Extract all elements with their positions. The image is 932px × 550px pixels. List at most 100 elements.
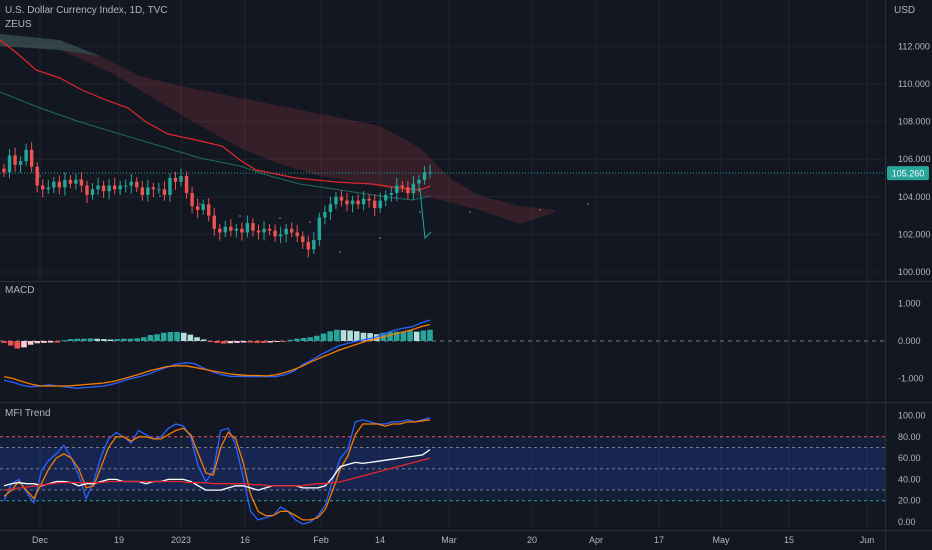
- macd-histogram-bar[interactable]: [134, 338, 140, 341]
- candle[interactable]: [384, 194, 388, 201]
- macd-histogram-bar[interactable]: [47, 341, 54, 343]
- macd-histogram-bar[interactable]: [7, 341, 14, 346]
- macd-histogram-bar[interactable]: [294, 338, 300, 341]
- candle[interactable]: [256, 230, 261, 233]
- mfi-slow-line[interactable]: [3, 419, 431, 521]
- macd-histogram-bar[interactable]: [427, 329, 433, 341]
- price-candles[interactable]: [2, 142, 432, 258]
- macd-histogram-bar[interactable]: [373, 334, 380, 341]
- macd-histogram-bar[interactable]: [147, 335, 154, 341]
- candle[interactable]: [162, 189, 167, 195]
- candle[interactable]: [395, 185, 399, 194]
- indicator-label-zeus[interactable]: ZEUS: [5, 19, 32, 30]
- macd-histogram-bar[interactable]: [101, 339, 107, 341]
- mfi-line[interactable]: [3, 449, 431, 491]
- macd-histogram-bar[interactable]: [74, 338, 81, 341]
- candle[interactable]: [29, 149, 34, 167]
- candle[interactable]: [140, 187, 145, 195]
- candle[interactable]: [146, 187, 150, 195]
- candle[interactable]: [218, 228, 222, 233]
- candle[interactable]: [79, 179, 84, 186]
- candle[interactable]: [151, 187, 156, 190]
- candle[interactable]: [278, 234, 283, 237]
- macd-histogram-bar[interactable]: [140, 337, 147, 341]
- macd-histogram-bar[interactable]: [247, 341, 254, 343]
- macd-histogram-bar[interactable]: [160, 332, 167, 341]
- macd-histogram-bar[interactable]: [274, 341, 280, 342]
- macd-histogram-bar[interactable]: [320, 333, 327, 342]
- macd-histogram-bar[interactable]: [41, 341, 47, 343]
- candle[interactable]: [2, 168, 6, 173]
- macd-histogram-bar[interactable]: [420, 330, 427, 342]
- candle[interactable]: [184, 176, 189, 194]
- macd-histogram-bar[interactable]: [200, 339, 207, 342]
- candle[interactable]: [223, 226, 228, 233]
- candle[interactable]: [13, 155, 17, 165]
- macd-histogram-bar[interactable]: [174, 332, 180, 341]
- macd-histogram-bar[interactable]: [234, 341, 240, 343]
- candle[interactable]: [251, 223, 255, 231]
- macd-histogram-bar[interactable]: [81, 338, 87, 341]
- candle[interactable]: [118, 185, 122, 190]
- candle[interactable]: [41, 185, 45, 190]
- candle[interactable]: [245, 223, 250, 233]
- macd-histogram-bar[interactable]: [27, 341, 34, 345]
- candle[interactable]: [262, 228, 266, 233]
- macd-histogram-bar[interactable]: [154, 334, 160, 341]
- candle[interactable]: [306, 241, 311, 250]
- candle[interactable]: [284, 228, 288, 235]
- macd-signal-line[interactable]: [3, 323, 431, 387]
- macd-histogram-bar[interactable]: [220, 341, 227, 344]
- candle[interactable]: [206, 204, 211, 216]
- macd-histogram-bar[interactable]: [327, 331, 333, 341]
- candle[interactable]: [234, 228, 239, 231]
- macd-histogram-bar[interactable]: [367, 333, 373, 341]
- macd-histogram-bar[interactable]: [393, 331, 400, 341]
- candle[interactable]: [157, 189, 161, 191]
- candle[interactable]: [411, 183, 416, 194]
- symbol-title[interactable]: U.S. Dollar Currency Index, 1D, TVC: [5, 5, 168, 16]
- candle[interactable]: [406, 187, 410, 194]
- candle[interactable]: [18, 161, 23, 165]
- macd-histogram-bar[interactable]: [207, 341, 214, 342]
- macd-histogram-bar[interactable]: [260, 341, 267, 343]
- mfi-trend-line[interactable]: [3, 457, 431, 491]
- macd-histogram-bar[interactable]: [194, 337, 200, 341]
- macd-histogram-bar[interactable]: [347, 330, 353, 342]
- macd-histogram-bar[interactable]: [267, 341, 274, 343]
- candle[interactable]: [173, 178, 178, 182]
- mfi-fast-line[interactable]: [3, 416, 431, 525]
- candle[interactable]: [90, 189, 95, 195]
- macd-histogram-bar[interactable]: [400, 331, 407, 341]
- candle[interactable]: [112, 185, 117, 190]
- candle[interactable]: [339, 196, 344, 201]
- macd-histogram-bar[interactable]: [413, 331, 420, 341]
- macd-histogram-bar[interactable]: [307, 337, 313, 341]
- macd-histogram-bar[interactable]: [1, 341, 7, 343]
- macd-histogram-bar[interactable]: [407, 330, 413, 342]
- macd-histogram-bar[interactable]: [87, 338, 94, 341]
- candle[interactable]: [345, 200, 349, 205]
- macd-histogram-bar[interactable]: [227, 341, 234, 344]
- candle[interactable]: [356, 200, 360, 205]
- macd-histogram-bar[interactable]: [254, 341, 260, 343]
- candle[interactable]: [312, 240, 316, 250]
- candle[interactable]: [129, 181, 133, 186]
- mfi-pane[interactable]: [0, 416, 885, 525]
- candle[interactable]: [46, 187, 50, 190]
- candle[interactable]: [417, 179, 421, 184]
- macd-histogram-bar[interactable]: [340, 330, 347, 341]
- macd-histogram-bar[interactable]: [94, 338, 100, 341]
- macd-histogram-bar[interactable]: [280, 341, 287, 342]
- candle[interactable]: [201, 204, 205, 210]
- macd-pane-label[interactable]: MACD: [5, 285, 35, 296]
- candle[interactable]: [179, 176, 183, 182]
- candle[interactable]: [350, 200, 355, 205]
- macd-histogram-bar[interactable]: [21, 341, 27, 348]
- candle[interactable]: [378, 200, 382, 209]
- candle[interactable]: [400, 185, 405, 188]
- macd-histogram-bar[interactable]: [114, 339, 120, 341]
- candle[interactable]: [301, 236, 305, 242]
- candle[interactable]: [367, 198, 371, 201]
- candle[interactable]: [323, 211, 327, 218]
